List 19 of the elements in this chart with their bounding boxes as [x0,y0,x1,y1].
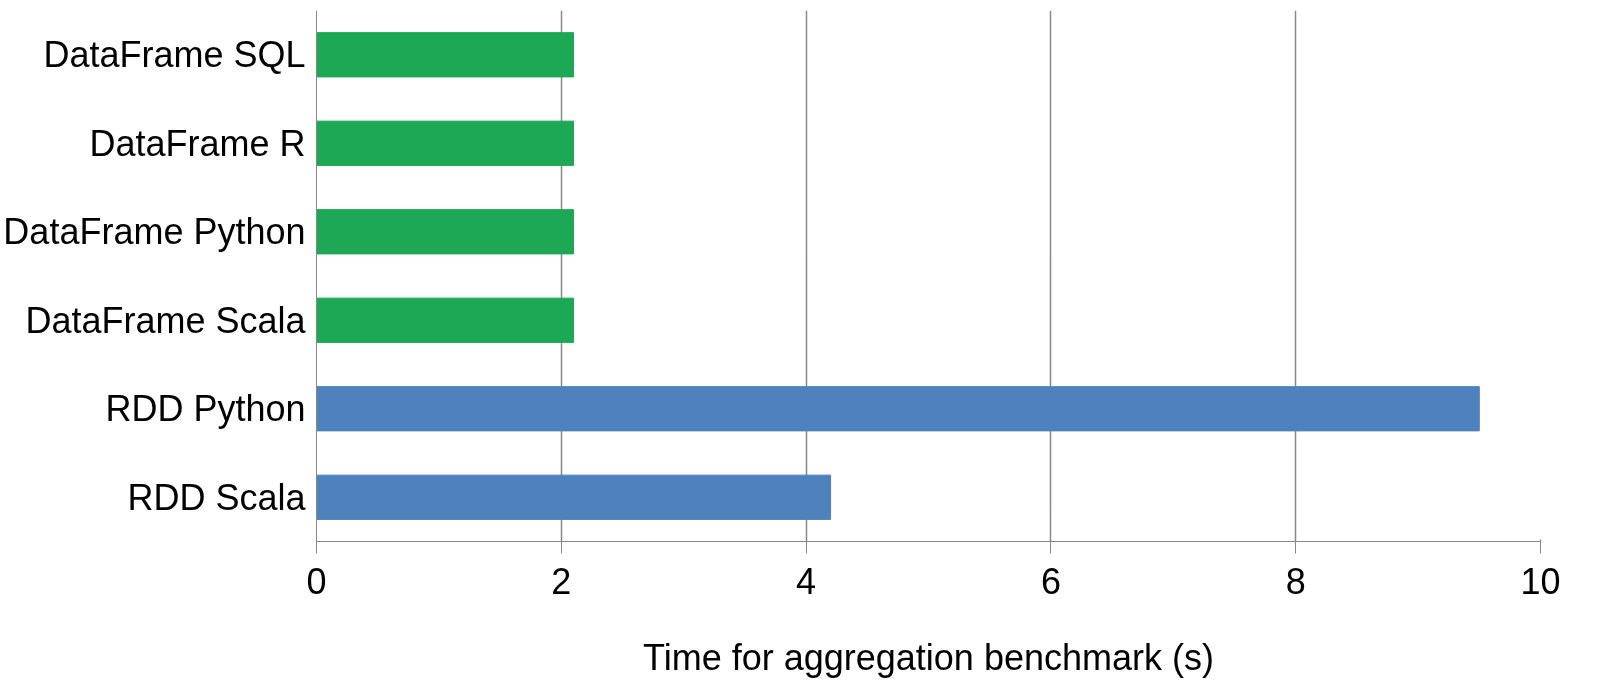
y-tick-label: RDD Python [105,388,306,430]
x-tick-label: 10 [1520,560,1561,602]
y-tick-label: DataFrame Python [3,211,306,253]
bar [316,209,575,255]
bar [316,120,575,166]
x-tick-label: 8 [1285,560,1306,602]
x-tick-label: 6 [1040,560,1061,602]
bar [316,32,575,78]
bar [316,297,575,343]
y-tick-label: DataFrame R [89,122,306,164]
bar [316,474,832,520]
bar [316,386,1480,432]
x-axis-title: Time for aggregation benchmark (s) [643,636,1214,678]
x-tick-label: 2 [551,560,572,602]
x-tick-label: 4 [796,560,817,602]
y-tick-label: DataFrame Scala [25,299,307,341]
x-tick-label: 0 [306,560,327,602]
y-tick-label: RDD Scala [127,476,307,518]
y-tick-label: DataFrame SQL [43,34,306,76]
